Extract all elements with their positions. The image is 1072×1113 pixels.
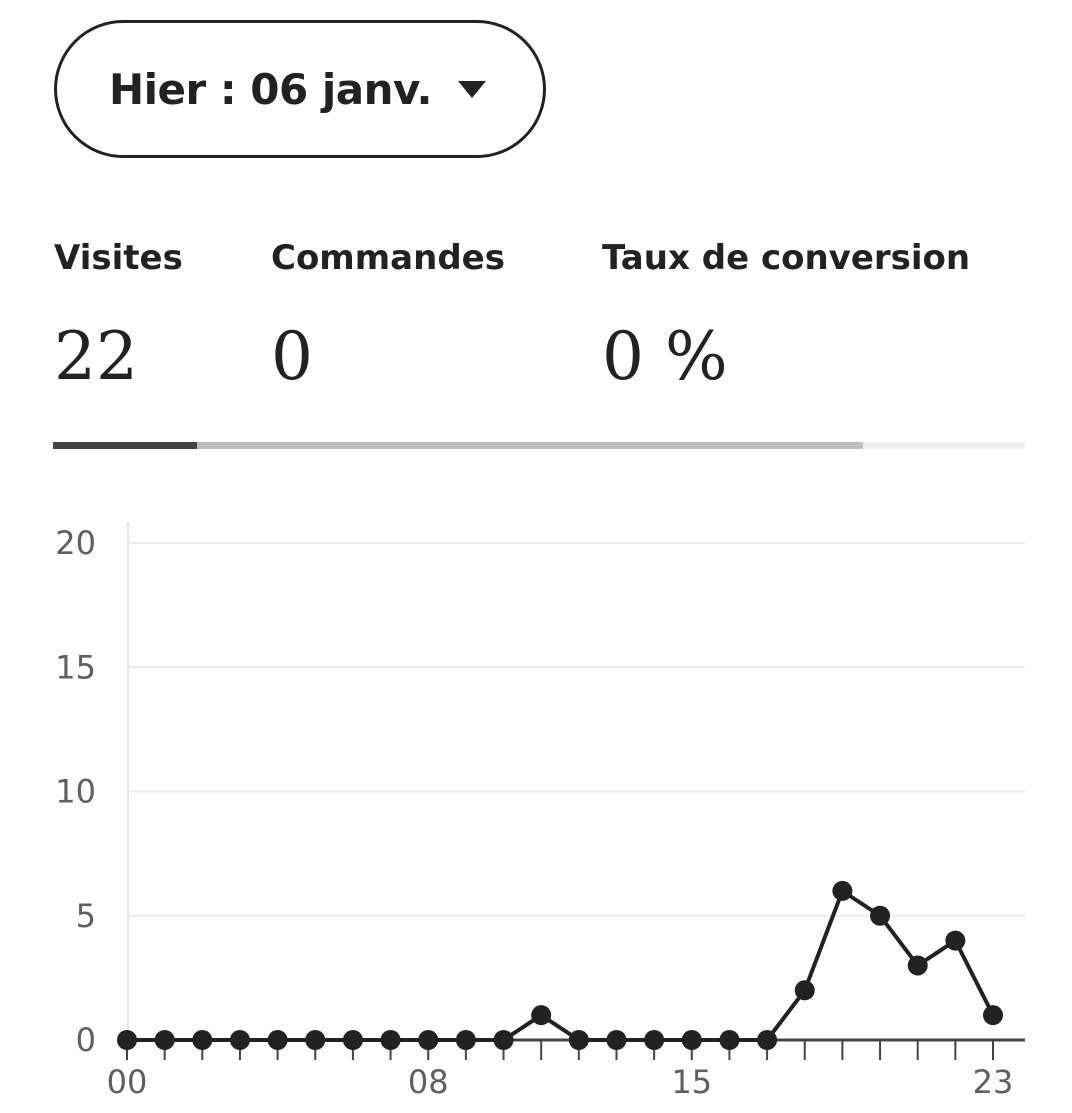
data-point-5 — [305, 1030, 326, 1050]
data-point-12 — [568, 1030, 589, 1050]
data-point-3 — [229, 1030, 250, 1050]
data-point-14 — [644, 1030, 665, 1050]
data-point-22 — [945, 930, 966, 951]
data-point-9 — [455, 1030, 476, 1050]
x-tick-label-08: 08 — [408, 1063, 449, 1101]
metric-orders-value: 0 — [271, 318, 313, 395]
metric-visits-value: 22 — [54, 318, 138, 395]
data-point-1 — [154, 1030, 175, 1050]
metric-conversion-rate[interactable]: Taux de conversion 0 % — [602, 238, 970, 390]
data-point-7 — [380, 1030, 401, 1050]
data-point-11 — [531, 1005, 552, 1026]
data-point-17 — [757, 1030, 778, 1050]
x-tick-label-00: 00 — [107, 1063, 148, 1101]
caret-down-icon — [457, 80, 486, 98]
metric-visits[interactable]: Visites 22 — [54, 238, 183, 390]
data-point-0 — [117, 1030, 137, 1050]
metric-tab-indicator — [53, 442, 1025, 449]
metric-visits-label: Visites — [54, 238, 183, 278]
data-point-4 — [267, 1030, 288, 1050]
metric-tab-indicator-track — [53, 442, 863, 449]
metric-conversion-value: 0 % — [602, 318, 728, 395]
data-point-16 — [719, 1030, 740, 1050]
data-point-18 — [794, 980, 815, 1001]
x-tick-label-23: 23 — [973, 1063, 1014, 1101]
data-point-6 — [342, 1030, 363, 1050]
y-tick-label-5: 5 — [76, 897, 96, 935]
y-tick-label-20: 20 — [55, 524, 96, 562]
series-line-0 — [127, 888, 995, 1042]
data-point-8 — [418, 1030, 439, 1050]
y-tick-label-0: 0 — [76, 1021, 96, 1059]
x-tick-label-15: 15 — [671, 1063, 712, 1101]
data-point-19 — [832, 880, 853, 901]
date-selector-label: Hier : 06 janv. — [109, 64, 432, 114]
data-point-10 — [493, 1030, 514, 1050]
metric-orders-label: Commandes — [271, 238, 505, 278]
data-point-2 — [192, 1030, 213, 1050]
metric-tab-indicator-active — [53, 442, 197, 449]
visits-line-chart: 0 5 10 15 20 00 08 15 23 — [55, 522, 1025, 1101]
y-tick-label-15: 15 — [55, 648, 96, 686]
metric-orders[interactable]: Commandes 0 — [271, 238, 505, 390]
data-point-23 — [983, 1005, 1003, 1026]
data-point-13 — [606, 1030, 627, 1050]
data-point-21 — [907, 955, 928, 976]
date-selector-button[interactable]: Hier : 06 janv. — [54, 20, 546, 158]
metric-conversion-label: Taux de conversion — [602, 238, 971, 278]
data-point-20 — [870, 905, 891, 926]
y-tick-label-10: 10 — [55, 773, 96, 811]
data-point-15 — [681, 1030, 702, 1050]
